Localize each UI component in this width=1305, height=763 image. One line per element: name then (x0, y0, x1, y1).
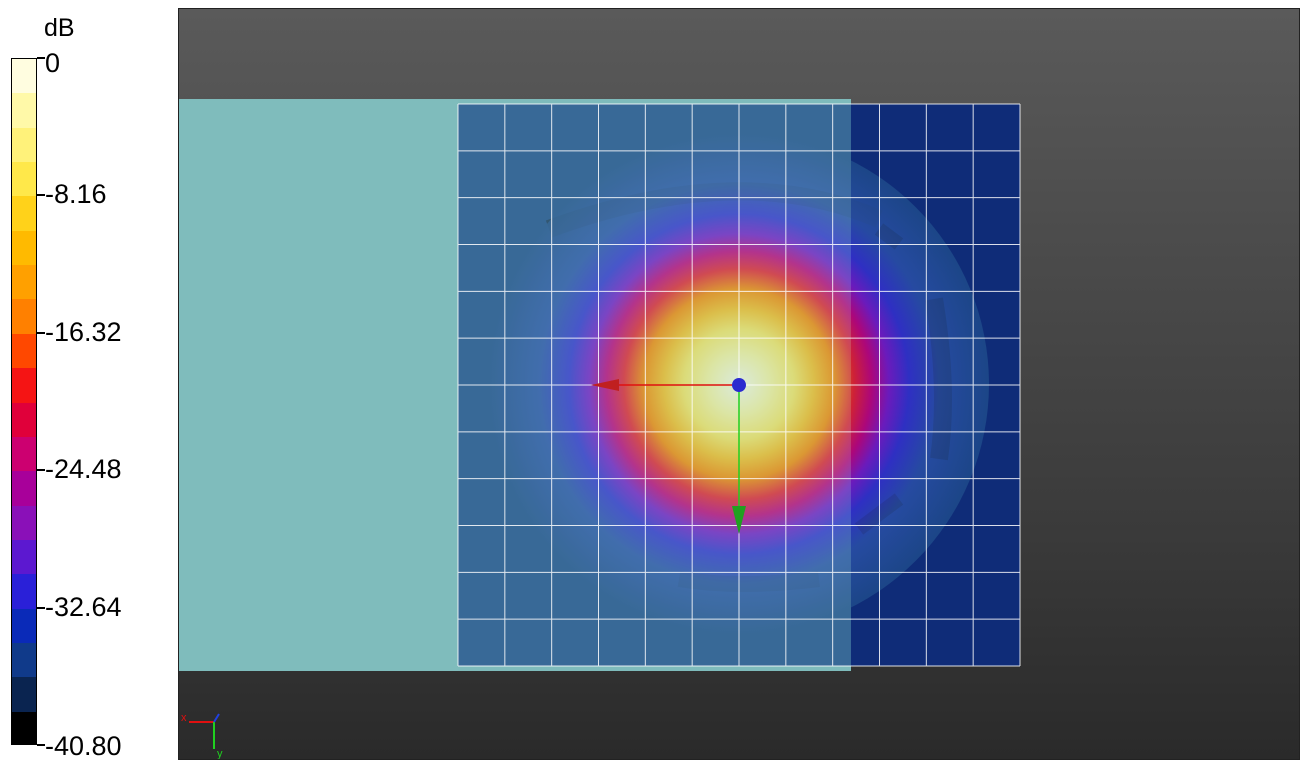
colorbar-tick-label: 0 (45, 48, 61, 78)
legend-unit-label: dB (44, 14, 75, 42)
colorbar-tick-label: -32.64 (45, 591, 122, 622)
colorbar-tick-label: -8.16 (45, 179, 107, 210)
local-axes (591, 378, 746, 534)
colorbar-segment (12, 574, 36, 610)
colorbar-segment (12, 642, 36, 679)
colorbar-segment (12, 127, 36, 164)
colorbar-segment (12, 162, 36, 198)
colorbar-segment (12, 368, 36, 404)
colorbar-segment (12, 436, 36, 473)
triad-y-label: y (217, 748, 223, 760)
colorbar-segment (12, 265, 36, 301)
colorbar-segment (12, 471, 36, 507)
colorbar-tick-label: -16.32 (45, 316, 122, 347)
colorbar-segment (12, 505, 36, 541)
triad-x-label: x (181, 712, 187, 724)
colorbar-segment (12, 196, 36, 232)
3d-viewport[interactable]: x y (178, 8, 1300, 760)
colorbar-segment (12, 402, 36, 438)
colorbar-segment (12, 608, 36, 644)
colorbar-segment (12, 230, 36, 267)
origin-marker[interactable] (732, 378, 746, 392)
colorbar-segment (12, 677, 36, 713)
colorbar-tick-label: -40.80 (45, 731, 122, 761)
colorbar (11, 58, 37, 745)
colorbar-segment (12, 93, 36, 129)
field-plot[interactable]: x y (179, 9, 1300, 760)
colorbar-segment (12, 299, 36, 335)
orientation-triad: x y (181, 712, 223, 760)
colorbar-segment (12, 539, 36, 576)
colorbar-segment (12, 59, 36, 95)
colorbar-segment (12, 711, 36, 744)
colorbar-tick-label: -24.48 (45, 454, 122, 485)
color-legend: dB 0 -8.16 -16.32 -24.48 -32.64 -40.80 (0, 0, 178, 763)
colorbar-segment (12, 333, 36, 370)
